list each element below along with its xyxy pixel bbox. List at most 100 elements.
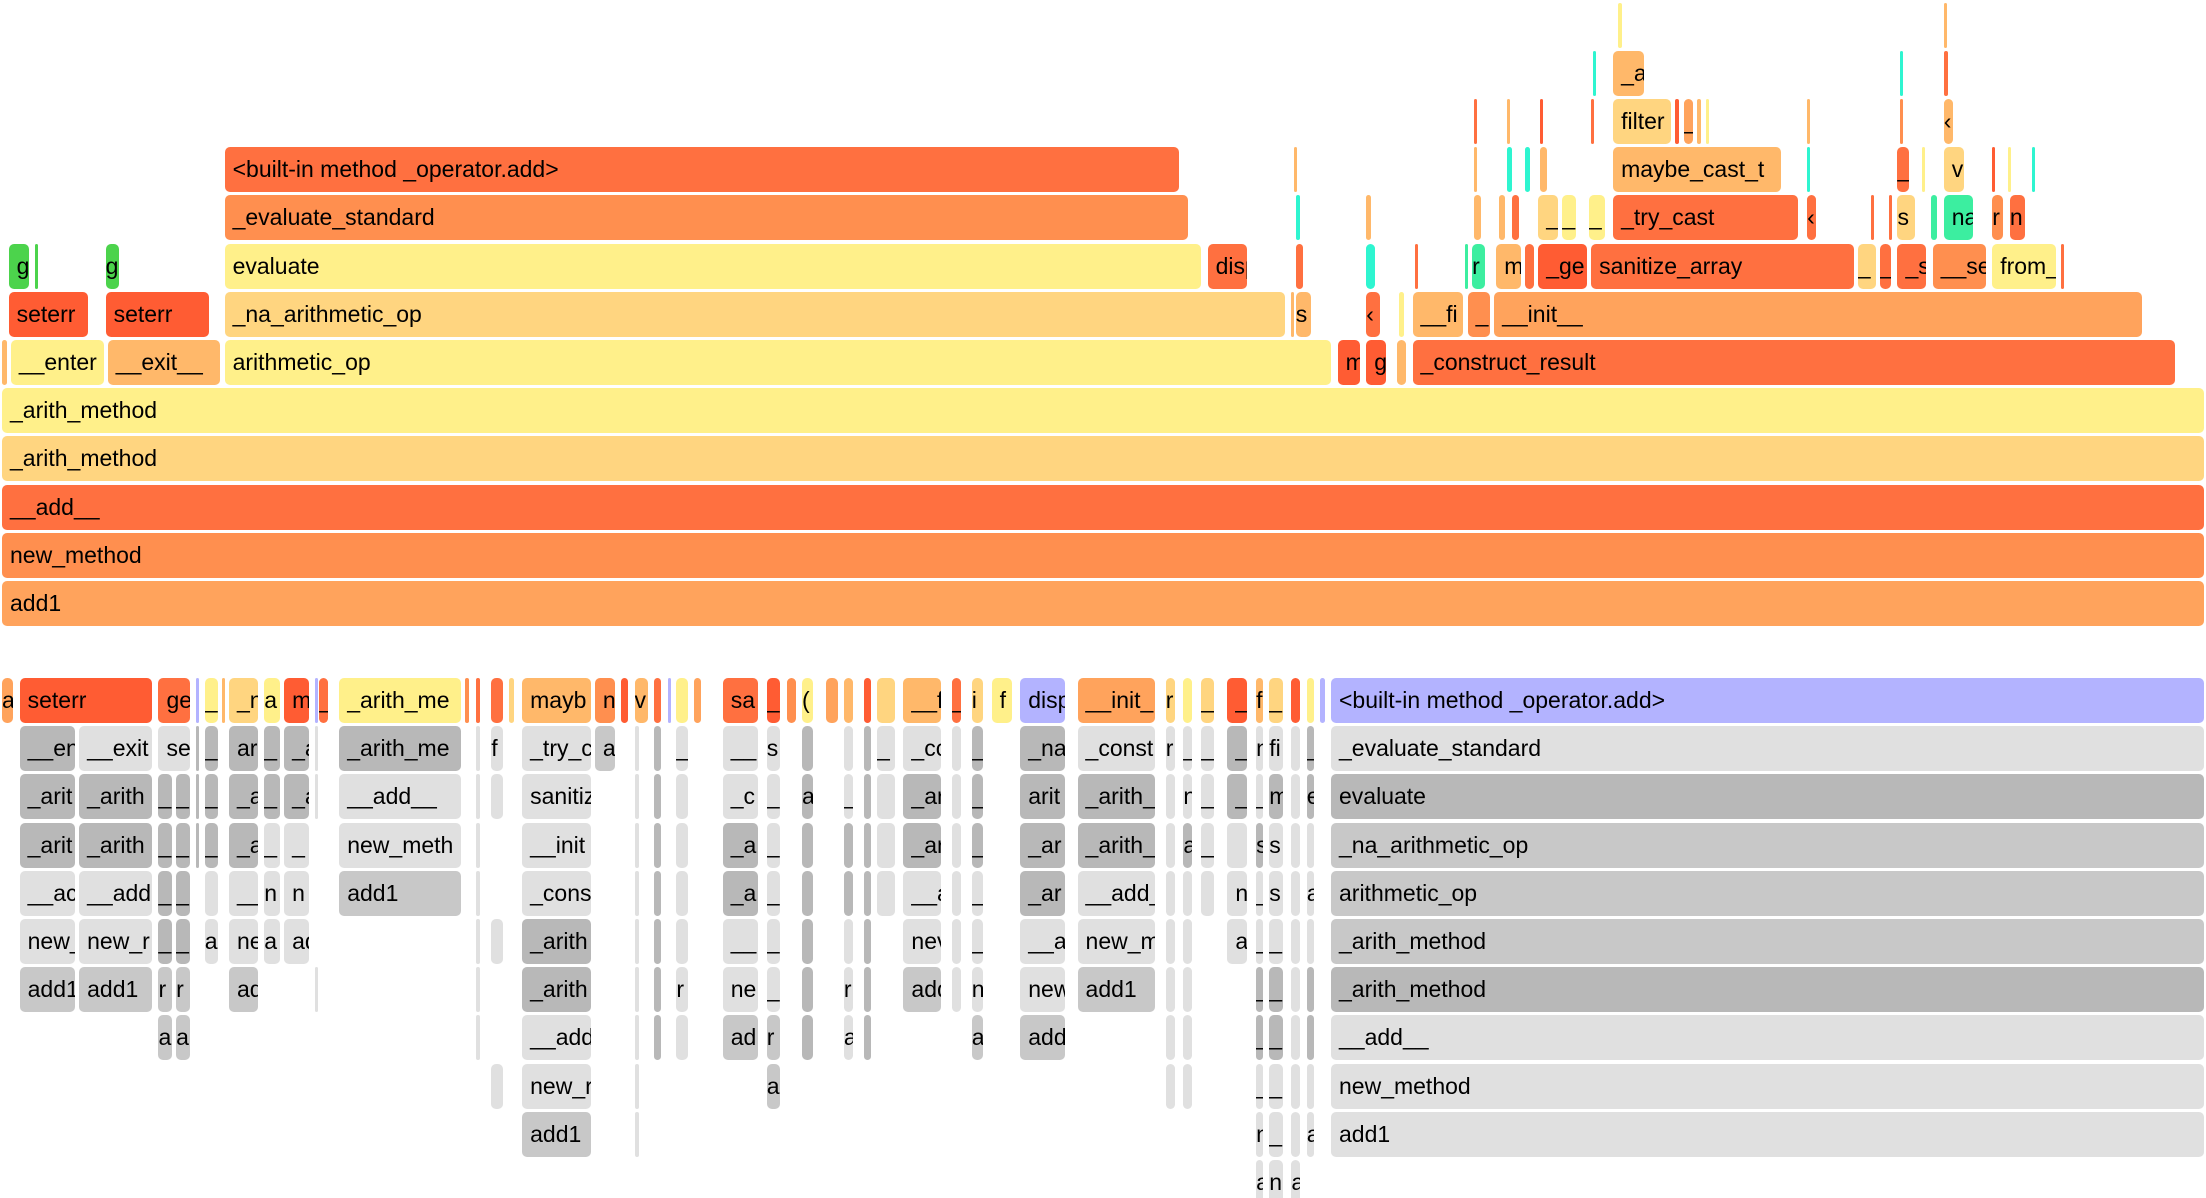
frame-stack[interactable]	[491, 678, 503, 723]
frame-f[interactable]: f	[1256, 678, 1263, 723]
frame-n[interactable]: n	[264, 870, 280, 916]
frame-stack[interactable]	[1227, 822, 1248, 868]
frame-stack[interactable]	[475, 1015, 481, 1061]
frame-stack[interactable]	[475, 678, 481, 723]
frame-stack[interactable]: _	[204, 822, 219, 868]
frame-s[interactable]: s	[1269, 870, 1283, 916]
frame-stack[interactable]	[634, 1015, 640, 1061]
frame-stack[interactable]	[464, 678, 470, 723]
frame-stack[interactable]	[1165, 919, 1175, 964]
frame-stack[interactable]	[634, 967, 640, 1013]
frame-init[interactable]: __init	[522, 822, 591, 868]
frame-stack[interactable]: _	[1269, 1063, 1283, 1109]
frame-a[interactable]: __a	[903, 870, 942, 916]
frame-stack[interactable]	[1306, 967, 1314, 1013]
frame-stack[interactable]	[634, 1111, 640, 1157]
frame-c[interactable]: _c	[722, 774, 759, 820]
frame-ac[interactable]: __ac	[19, 870, 75, 916]
frame-stack[interactable]: _	[1269, 967, 1283, 1013]
frame-stack[interactable]	[876, 678, 895, 723]
frame-stack[interactable]	[1474, 99, 1478, 144]
frame-stack[interactable]	[475, 774, 481, 820]
frame-g[interactable]: g	[105, 243, 119, 289]
frame-stack[interactable]	[863, 774, 871, 820]
frame-cc[interactable]: _cc	[903, 726, 942, 772]
frame-stack[interactable]	[1165, 870, 1175, 916]
frame-stack[interactable]: _	[1269, 1111, 1283, 1157]
frame-add[interactable]: add	[903, 967, 942, 1013]
frame-stack[interactable]: _	[176, 870, 190, 916]
frame-add[interactable]: __add	[522, 1015, 591, 1061]
frame-stack[interactable]	[1930, 195, 1938, 241]
frame-f[interactable]: f	[991, 678, 1012, 723]
frame-sanitiz[interactable]: sanitiz	[522, 774, 591, 820]
frame-stack[interactable]	[1291, 870, 1301, 916]
frame-stack[interactable]	[1306, 678, 1314, 723]
frame-a[interactable]: a	[264, 678, 280, 723]
frame-stack[interactable]	[222, 678, 226, 723]
frame-stack[interactable]	[634, 919, 640, 964]
frame-a[interactable]: _a	[1613, 50, 1645, 96]
frame-stack[interactable]	[1397, 340, 1407, 385]
frame-a[interactable]: _a	[284, 726, 309, 772]
frame-enter[interactable]: __enter	[10, 340, 104, 385]
frame-stack[interactable]: _	[264, 774, 280, 820]
frame-a[interactable]: a	[971, 1015, 983, 1061]
frame-g[interactable]: g	[8, 243, 29, 289]
frame-n[interactable]: n	[1183, 774, 1193, 820]
frame-v[interactable]: v	[634, 678, 648, 723]
frame-new-r[interactable]: new_r	[522, 1063, 591, 1109]
frame-add[interactable]: __add	[79, 870, 153, 916]
frame-arit[interactable]: _arit	[19, 822, 75, 868]
frame-stack[interactable]	[314, 967, 318, 1013]
frame-seterr[interactable]: seterr	[105, 291, 210, 337]
frame-s[interactable]: s	[1295, 291, 1312, 337]
frame-stack[interactable]: _	[971, 774, 983, 820]
frame-stack[interactable]: _	[204, 678, 219, 723]
frame-add[interactable]: __add_	[1077, 870, 1155, 916]
frame-stack[interactable]	[876, 774, 895, 820]
frame-arithmetic-op[interactable]: arithmetic_op	[1331, 870, 2204, 916]
frame-stack[interactable]	[475, 919, 481, 964]
frame-stack[interactable]: _	[1256, 967, 1263, 1013]
frame-ar[interactable]: _ar	[903, 822, 942, 868]
frame-stack[interactable]	[863, 678, 871, 723]
frame-a[interactable]: a	[1291, 1160, 1301, 1198]
frame-stack[interactable]	[491, 1063, 503, 1109]
frame-stack[interactable]	[654, 774, 662, 820]
frame-stack[interactable]: _	[1562, 195, 1576, 241]
frame-na-arithmetic-op[interactable]: _na_arithmetic_op	[1331, 822, 2204, 868]
frame-arith-me[interactable]: _arith_me	[339, 726, 461, 772]
frame-add[interactable]: __add__	[1331, 1015, 2204, 1061]
frame-evaluate[interactable]: evaluate	[224, 243, 1202, 289]
frame-stack[interactable]	[634, 1063, 640, 1109]
frame-a[interactable]: _a	[722, 822, 759, 868]
frame-na[interactable]: na	[1943, 195, 1973, 241]
frame-stack[interactable]	[1807, 147, 1811, 193]
frame-stack[interactable]: _	[971, 919, 983, 964]
frame-ari[interactable]: ari	[229, 726, 258, 772]
frame-m[interactable]: m	[1496, 243, 1521, 289]
frame-stack[interactable]	[1899, 50, 1903, 96]
frame-s[interactable]: s	[1897, 195, 1916, 241]
frame-stack[interactable]	[1807, 99, 1811, 144]
frame-n[interactable]: n	[2009, 195, 2026, 241]
frame-stack[interactable]	[843, 919, 853, 964]
frame-stack[interactable]	[654, 822, 662, 868]
frame-stack[interactable]	[1507, 99, 1511, 144]
frame-stack[interactable]: ‹	[1807, 195, 1817, 241]
frame-stack[interactable]: _	[158, 870, 172, 916]
frame-f[interactable]: __f	[903, 678, 942, 723]
frame-stack[interactable]	[634, 774, 640, 820]
frame-stack[interactable]	[1291, 678, 1301, 723]
frame-stack[interactable]: _	[1200, 678, 1215, 723]
frame-stack[interactable]	[2007, 147, 2011, 193]
frame-stack[interactable]	[676, 870, 688, 916]
frame-stack[interactable]	[2060, 243, 2064, 289]
frame-stack[interactable]	[1921, 147, 1925, 193]
frame-stack[interactable]: _	[1256, 919, 1263, 964]
frame-stack[interactable]: _	[1588, 195, 1605, 241]
frame-stack[interactable]	[876, 822, 895, 868]
frame-arith-method[interactable]: _arith_method	[1331, 967, 2204, 1013]
frame-stack[interactable]	[1183, 678, 1193, 723]
